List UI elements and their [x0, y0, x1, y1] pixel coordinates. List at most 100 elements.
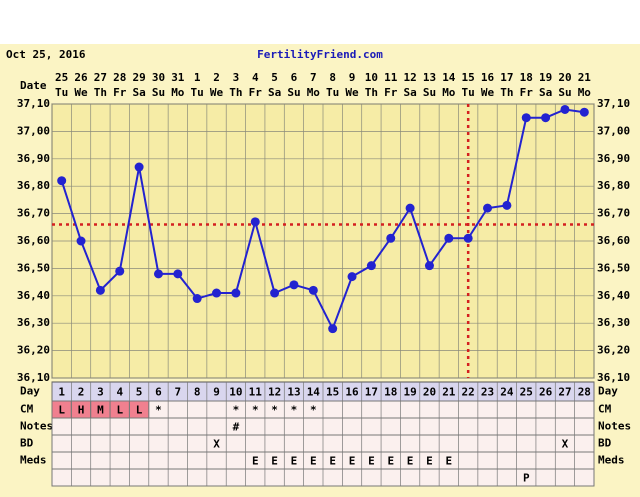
x-tick-label: 27: [558, 386, 571, 399]
weekday-label: Su: [287, 86, 300, 99]
temp-point: [405, 203, 415, 213]
weekday-label: Tu: [55, 86, 68, 99]
x-tick-label: 20: [423, 386, 436, 399]
date-label: 20: [558, 71, 571, 84]
x-tick-label: 10: [229, 386, 242, 399]
weekday-label: We: [74, 86, 88, 99]
temp-point: [502, 200, 512, 210]
weekday-label: Tu: [462, 86, 475, 99]
temp-point: [424, 261, 434, 271]
date-label: 18: [520, 71, 533, 84]
weekday-label: Mo: [171, 86, 185, 99]
cell-text: X: [213, 438, 220, 451]
row-label: Meds: [20, 454, 47, 467]
cell-text: M: [97, 404, 104, 417]
weekday-label: Th: [229, 86, 242, 99]
x-tick-label: 23: [481, 386, 494, 399]
weekday-label: Sa: [403, 86, 416, 99]
cell-text: E: [407, 455, 414, 468]
weekday-label: Mo: [442, 86, 456, 99]
x-tick-label: 17: [365, 386, 378, 399]
row-label: Notes: [598, 420, 631, 433]
weekday-label: Tu: [326, 86, 339, 99]
temp-point: [192, 294, 202, 304]
weekday-label: Su: [152, 86, 165, 99]
row-label: Notes: [20, 420, 53, 433]
temp-point: [444, 233, 454, 243]
temp-point: [134, 162, 144, 172]
date-label: 1: [194, 71, 201, 84]
date-label: 4: [252, 71, 259, 84]
cell-text: E: [310, 455, 317, 468]
temp-point: [289, 280, 299, 290]
temp-line: [60, 108, 585, 332]
date-label: 29: [132, 71, 145, 84]
cell-text: E: [368, 455, 375, 468]
temp-point: [231, 288, 241, 298]
temp-point: [95, 285, 105, 295]
temp-point: [347, 272, 357, 282]
date-label: 25: [55, 71, 68, 84]
temp-point: [308, 285, 318, 295]
date-label: 26: [74, 71, 88, 84]
cell-text: L: [136, 404, 143, 417]
temp-point: [366, 261, 376, 271]
cell-text: E: [426, 455, 433, 468]
temp-point: [560, 104, 570, 114]
weekday-label: Su: [558, 86, 571, 99]
date-label: 9: [349, 71, 356, 84]
cell-text: E: [291, 455, 298, 468]
x-tick-label: 4: [116, 386, 123, 399]
x-tick-label: 18: [384, 386, 397, 399]
temp-point: [541, 113, 551, 123]
date-label: 21: [578, 71, 592, 84]
y-tick-label: 36,10: [17, 371, 50, 384]
cell-text: *: [252, 404, 259, 417]
date-label: 2: [213, 71, 220, 84]
day-label: Day: [20, 385, 40, 398]
weekday-label: Mo: [307, 86, 321, 99]
weekday-label: Th: [365, 86, 378, 99]
date-label: 17: [500, 71, 513, 84]
row-label: BD: [598, 437, 612, 450]
date-label: 28: [113, 71, 126, 84]
y-tick-label-right: 36,20: [597, 344, 630, 357]
site-link[interactable]: FertilityFriend.com: [257, 48, 383, 61]
y-tick-label-right: 36,40: [597, 289, 630, 302]
y-tick-label-right: 36,50: [597, 261, 630, 274]
date-label: 14: [442, 71, 456, 84]
temp-point: [328, 324, 338, 334]
y-tick-label-right: 37,00: [597, 124, 630, 137]
cell-text: X: [562, 438, 569, 451]
row-label: Meds: [598, 454, 625, 467]
y-tick-label: 36,70: [17, 207, 50, 220]
y-tick-label-right: 36,70: [597, 207, 630, 220]
date-label: 11: [384, 71, 398, 84]
date-label: 8: [329, 71, 336, 84]
y-tick-label-right: 36,30: [597, 316, 630, 329]
cell-text: E: [271, 455, 278, 468]
y-tick-label: 36,50: [17, 261, 50, 274]
y-tick-label: 36,90: [17, 152, 50, 165]
temp-point: [483, 203, 493, 213]
y-tick-label: 37,00: [17, 124, 50, 137]
temp-point: [386, 233, 396, 243]
cell-text: *: [155, 404, 162, 417]
date-label: 10: [365, 71, 378, 84]
temp-point: [173, 269, 183, 279]
x-tick-label: 28: [578, 386, 591, 399]
cell-text: E: [446, 455, 453, 468]
y-tick-label: 36,20: [17, 344, 50, 357]
y-tick-label-right: 37,10: [597, 97, 630, 110]
temp-point: [521, 113, 531, 123]
x-tick-label: 7: [175, 386, 182, 399]
temp-point: [57, 176, 67, 186]
y-tick-label-right: 36,60: [597, 234, 630, 247]
y-tick-label-right: 36,90: [597, 152, 630, 165]
x-tick-label: 12: [268, 386, 281, 399]
x-tick-label: 5: [136, 386, 143, 399]
date-label: 27: [94, 71, 107, 84]
date-label: 15: [462, 71, 475, 84]
weekday-label: Fr: [113, 86, 127, 99]
